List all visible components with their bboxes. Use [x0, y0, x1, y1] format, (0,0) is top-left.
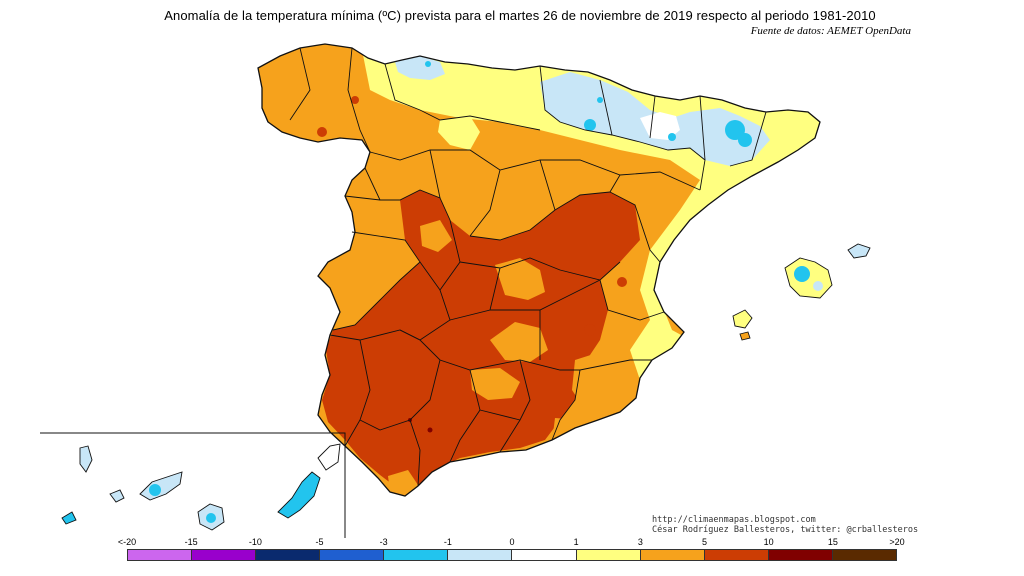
warm-island — [490, 322, 548, 362]
warm-spot — [351, 96, 359, 104]
legend-swatch — [192, 550, 257, 560]
fuerteventura — [277, 471, 321, 519]
mallorca-cold-spot — [813, 281, 823, 291]
cold-spot — [597, 97, 603, 103]
color-legend — [127, 549, 897, 561]
balearic-islands — [732, 243, 871, 341]
legend-swatch — [512, 550, 577, 560]
legend-tick-label: >20 — [889, 537, 905, 547]
legend-swatch — [768, 550, 833, 560]
province-boundaries — [257, 43, 821, 497]
map-title: Anomalía de la temperatura mínima (ºC) p… — [164, 8, 876, 23]
warm-island — [420, 220, 452, 252]
legend-swatch — [448, 550, 513, 560]
cold-spot — [584, 119, 596, 131]
warm-spot — [317, 127, 327, 137]
canary-islands-inset — [40, 432, 346, 538]
la-palma — [79, 445, 93, 473]
legend-tick-label: -10 — [248, 537, 262, 547]
portugal-border — [261, 107, 269, 123]
lanzarote — [317, 443, 341, 471]
gran-canaria-cold-spot — [206, 513, 216, 523]
el-hierro — [61, 511, 77, 525]
ibiza — [732, 309, 753, 329]
author-credit: César Rodríguez Ballesteros, twitter: @c… — [652, 525, 919, 535]
legend-swatch — [832, 550, 896, 560]
legend-tick-label: <-20 — [117, 537, 137, 547]
cold-spot — [725, 120, 745, 140]
legend-tick-label: 0 — [509, 537, 515, 547]
cold-spot — [425, 61, 431, 67]
cold-spot — [738, 133, 752, 147]
la-gomera — [109, 489, 125, 503]
legend-swatch — [704, 550, 769, 560]
legend-tick-label: 10 — [763, 537, 774, 547]
tenerife-cold-spot — [149, 484, 161, 496]
legend-tick-label: -5 — [315, 537, 324, 547]
mainland-spain — [257, 43, 821, 497]
legend-swatch — [128, 550, 193, 560]
legend-swatch — [256, 550, 321, 560]
plateau-yellow — [438, 116, 480, 150]
dark-spot — [427, 427, 433, 433]
data-source: Fuente de datos: AEMET OpenData — [750, 25, 911, 37]
blog-credit: http://climaenmapas.blogspot.com — [652, 515, 816, 525]
warm-spot — [617, 277, 627, 287]
white-zone — [640, 112, 680, 140]
inset-frame — [40, 432, 346, 538]
legend-tick-label: 1 — [573, 537, 579, 547]
legend-swatch — [384, 550, 449, 560]
legend-tick-label: 15 — [827, 537, 838, 547]
formentera — [739, 331, 751, 341]
legend-labels: <-20 -15 -10 -5 -3 -1 0 1 3 5 10 15 >20 — [0, 537, 1024, 549]
legend-tick-label: -15 — [184, 537, 198, 547]
mallorca-cold-spot — [794, 266, 810, 282]
warm-island — [388, 470, 420, 496]
menorca — [847, 243, 871, 259]
legend-tick-label: 5 — [701, 537, 708, 547]
warm-island — [572, 352, 625, 412]
legend-tick-label: 3 — [637, 537, 643, 547]
legend-tick-label: -3 — [379, 537, 388, 547]
warm-island — [470, 368, 520, 400]
tenerife — [139, 471, 183, 501]
legend-swatch — [576, 550, 641, 560]
legend-swatch — [640, 550, 705, 560]
legend-swatch — [320, 550, 385, 560]
cold-spot — [668, 133, 676, 141]
asturias-pale-blue — [395, 56, 445, 80]
central-plateau-warm — [322, 190, 640, 490]
warm-island — [495, 258, 545, 300]
legend-tick-label: -1 — [443, 537, 452, 547]
warm-spot — [584, 324, 596, 336]
